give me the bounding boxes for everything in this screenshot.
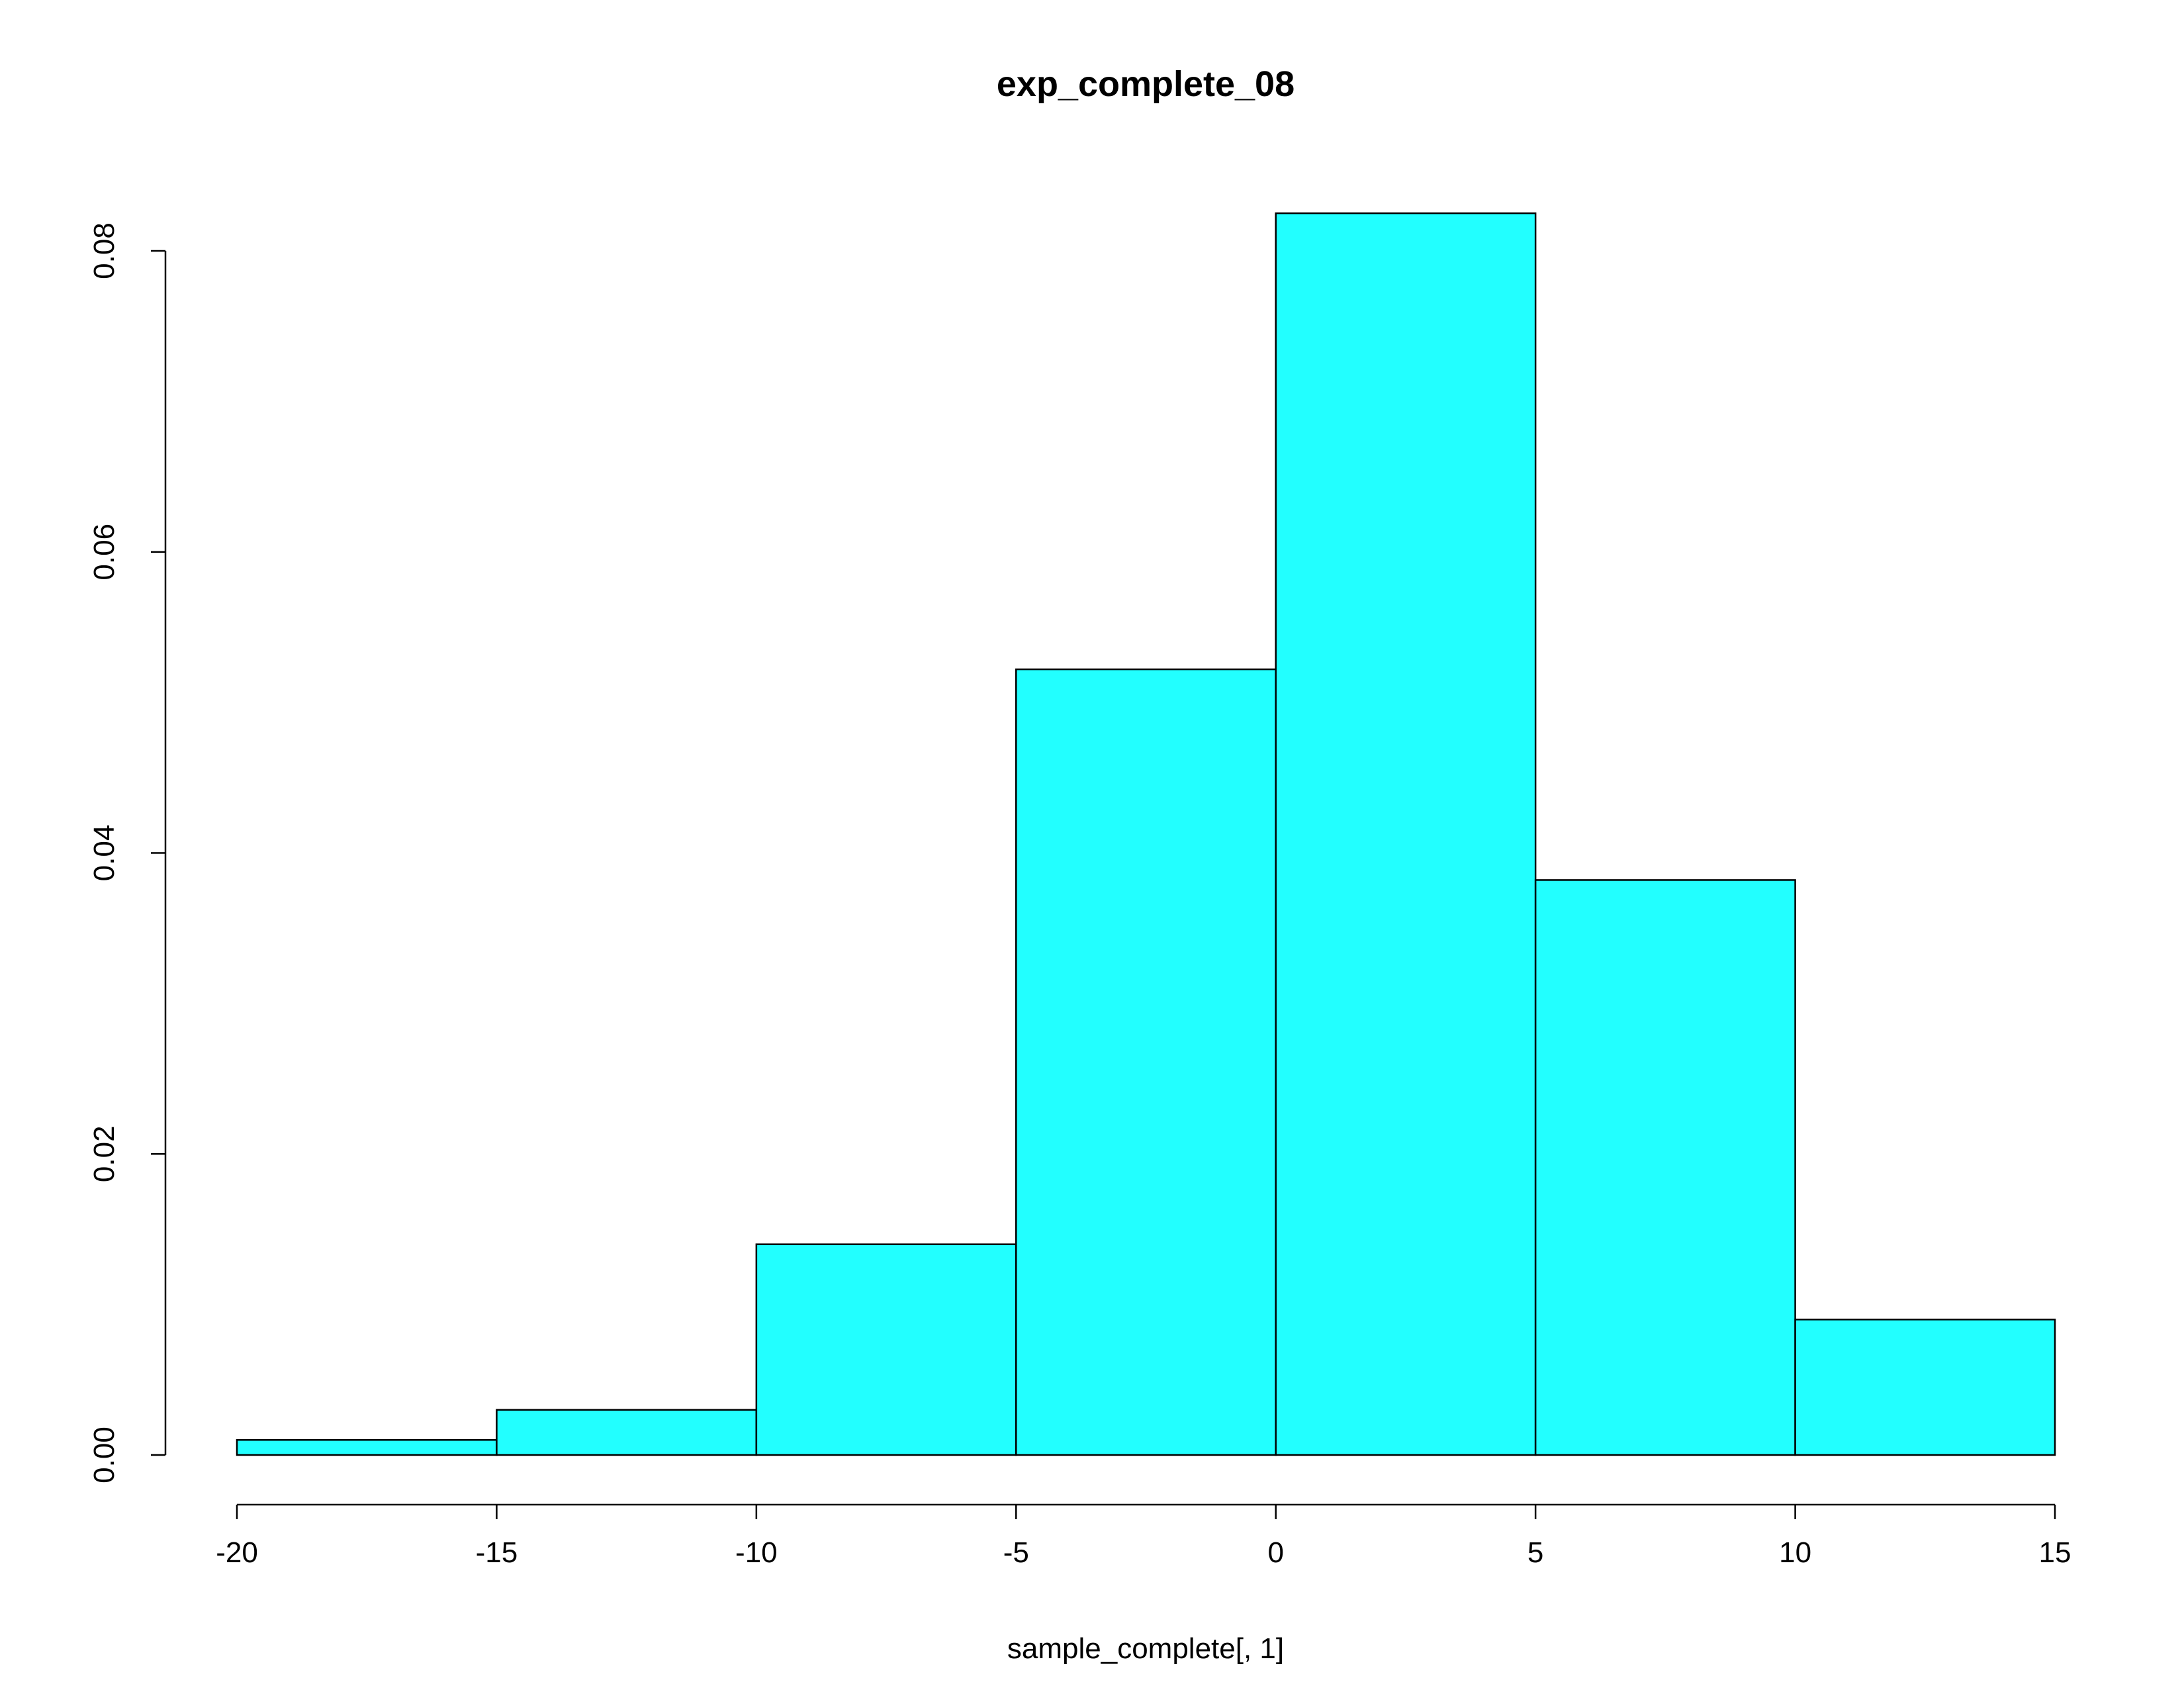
histogram-bar (496, 1409, 758, 1456)
x-tick-label: -20 (216, 1536, 258, 1569)
histogram-bar (1015, 668, 1277, 1456)
x-tick-label: 15 (2039, 1536, 2071, 1569)
y-tick-label: 0.06 (88, 524, 120, 581)
y-tick-label: 0.00 (88, 1427, 120, 1483)
histogram-bar (1794, 1319, 2056, 1456)
y-tick-label: 0.04 (88, 825, 120, 882)
histogram-bar (236, 1439, 498, 1456)
x-tick-label: -10 (735, 1536, 778, 1569)
histogram-bar (755, 1243, 1017, 1456)
chart-title: exp_complete_08 (997, 64, 1295, 104)
x-tick-label: 10 (1779, 1536, 1811, 1569)
y-tick-label: 0.02 (88, 1125, 120, 1182)
x-axis: -20 -15 -10 -5 0 5 10 15 (216, 1503, 2071, 1569)
y-axis: 0.00 0.02 0.04 0.06 0.08 (88, 222, 167, 1483)
x-tick-label: 0 (1267, 1536, 1283, 1569)
x-tick-label: 5 (1527, 1536, 1543, 1569)
bars-group (236, 212, 2056, 1456)
histogram-bar (1275, 212, 1537, 1456)
x-tick-label: -15 (476, 1536, 518, 1569)
y-tick-label: 0.08 (88, 222, 120, 279)
histogram-bar (1534, 879, 1796, 1456)
x-axis-label: sample_complete[, 1] (1007, 1632, 1284, 1665)
x-tick-label: -5 (1003, 1536, 1029, 1569)
